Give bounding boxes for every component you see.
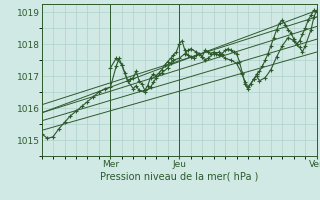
X-axis label: Pression niveau de la mer( hPa ): Pression niveau de la mer( hPa ) — [100, 172, 258, 182]
